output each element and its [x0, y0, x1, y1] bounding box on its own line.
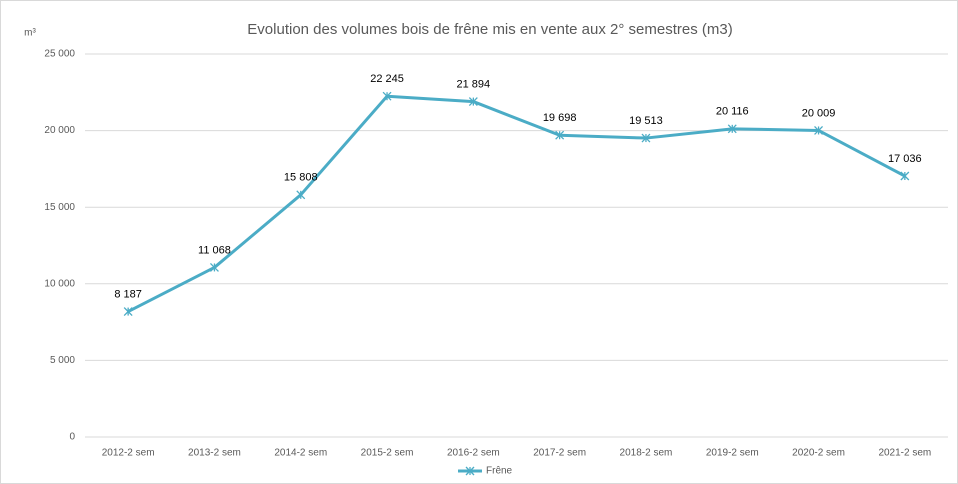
marker	[814, 126, 824, 135]
marker	[468, 97, 478, 107]
data-label: 11 068	[198, 244, 231, 256]
marker	[900, 171, 910, 181]
marker	[555, 130, 565, 140]
marker	[727, 124, 737, 134]
marker	[123, 307, 133, 317]
marker	[209, 262, 219, 272]
data-label: 8 187	[114, 288, 142, 300]
data-label: 15 808	[284, 172, 318, 184]
data-label: 19 513	[629, 115, 663, 127]
marker	[382, 91, 392, 101]
data-label: 17 036	[888, 153, 922, 165]
chart-title: Evolution des volumes bois de frêne mis …	[247, 21, 732, 38]
legend-label: Frêne	[486, 466, 513, 477]
y-tick-label: 0	[69, 432, 75, 443]
marker	[641, 133, 651, 143]
x-tick-label: 2018-2 sem	[620, 448, 673, 459]
marker	[465, 466, 475, 476]
data-label: 22 245	[370, 73, 404, 85]
data-label: 20 009	[802, 107, 836, 119]
x-tick-label: 2020-2 sem	[792, 448, 845, 459]
x-tick-label: 2014-2 sem	[274, 448, 327, 459]
marker	[296, 190, 306, 200]
x-tick-label: 2021-2 sem	[878, 448, 931, 459]
data-label: 21 894	[457, 78, 491, 90]
x-tick-label: 2019-2 sem	[706, 448, 759, 459]
y-tick-label: 25 000	[44, 49, 75, 60]
y-unit: m³	[24, 28, 36, 39]
x-tick-label: 2012-2 sem	[102, 448, 155, 459]
data-line	[127, 94, 906, 313]
x-tick-label: 2016-2 sem	[447, 448, 500, 459]
data-label: 19 698	[543, 112, 577, 124]
data-label: 20 116	[716, 106, 749, 118]
y-tick-label: 20 000	[44, 125, 75, 136]
x-tick-label: 2015-2 sem	[361, 448, 414, 459]
x-tick-label: 2017-2 sem	[533, 448, 586, 459]
y-tick-label: 5 000	[50, 355, 75, 366]
y-tick-label: 10 000	[44, 278, 75, 289]
x-tick-label: 2013-2 sem	[188, 448, 241, 459]
y-tick-label: 15 000	[44, 202, 75, 213]
